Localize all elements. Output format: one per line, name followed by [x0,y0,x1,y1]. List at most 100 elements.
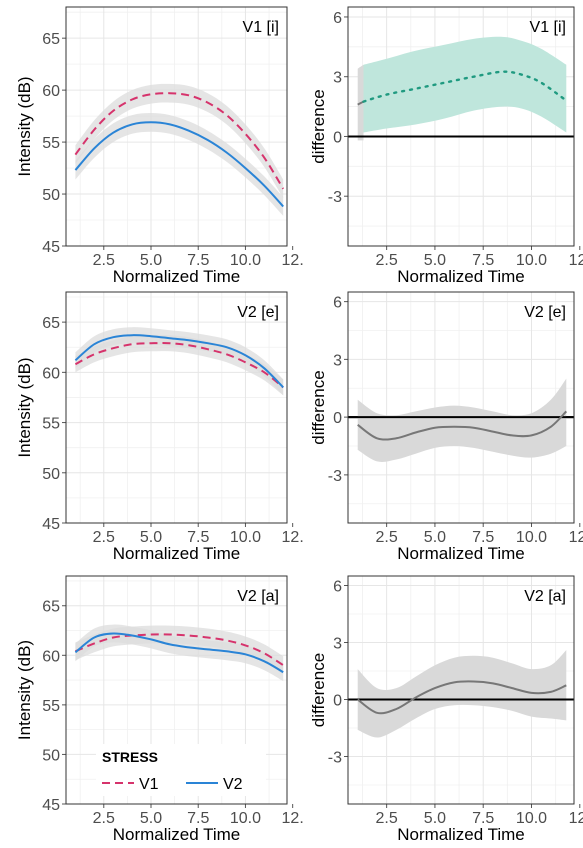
panel-title: V2 [a] [524,588,566,605]
x-tick-label: 10.0 [230,810,261,827]
y-tick-label: 55 [42,416,60,433]
y-tick-label: 0 [333,129,342,146]
x-axis-title: Normalized Time [397,825,525,844]
x-tick-label: 12. [282,252,304,269]
x-axis-title: Normalized Time [397,544,525,563]
x-tick-label: 12. [569,252,583,269]
panel-intensity-row-2: 2.5 5.0 7.5 10.0 12. 45 50 55 60 65 V2 [a] Normaliz… [15,575,304,844]
panel-title: V1 [i] [530,19,566,36]
y-tick-label: 50 [42,187,60,204]
y-tick-label: 55 [42,135,60,152]
x-tick-label: 5.0 [424,810,446,827]
x-tick-label: 5.0 [140,529,162,546]
x-tick-label: 2.5 [93,252,115,269]
x-axis-title: Normalized Time [397,267,525,286]
y-tick-label: 50 [42,466,60,483]
panel-difference-row-2: 2.5 5.0 7.5 10.0 12. -3 0 3 6 V2 [a] Normalized Ti… [309,575,583,844]
x-axis-title: Normalized Time [113,267,241,286]
x-tick-label: 12. [282,529,304,546]
series-line-v2 [74,632,284,674]
x-tick-label: 10.0 [516,252,547,269]
y-tick-label: 6 [333,10,342,27]
legend-background [96,744,266,796]
x-tick-label: 5.0 [140,810,162,827]
x-tick-label: 7.5 [472,252,494,269]
y-tick-label: 45 [42,797,60,814]
x-tick-label: 10.0 [230,529,261,546]
difference-band [357,650,567,738]
difference-line [362,70,568,103]
x-tick-label: 2.5 [93,529,115,546]
x-tick-label: 10.0 [516,529,547,546]
legend: STRESS V1 V2 [96,744,266,796]
y-tick-label: 3 [333,636,342,653]
y-tick-label: -3 [328,189,342,206]
difference-line [357,410,568,441]
legend-label-v2: V2 [223,776,243,793]
panel-intensity-row-0: 2.5 5.0 7.5 10.0 12. 45 50 55 60 65 V1 [i] Normaliz… [15,6,304,286]
y-tick-label: 50 [42,747,60,764]
x-tick-label: 5.0 [140,252,162,269]
series-line-v2 [74,121,284,208]
x-tick-label: 7.5 [187,252,209,269]
x-tick-label: 12. [569,529,583,546]
panel-border [65,6,288,247]
ci-band-v1 [75,83,284,199]
difference-band [363,36,567,133]
y-tick-label: 45 [42,516,60,533]
y-tick-label: 45 [42,239,60,256]
panel-difference-row-0: 2.5 5.0 7.5 10.0 12. -3 0 3 6 V1 [i] Normalized Ti… [309,6,583,286]
y-axis-title: Intensity (dB) [15,640,34,740]
y-axis-title: difference [309,370,328,444]
ci-band-v2 [75,624,284,682]
y-tick-label: 3 [333,352,342,369]
y-tick-label: 0 [333,693,342,710]
series-line-v1 [75,633,284,667]
y-tick-label: 6 [333,579,342,596]
y-tick-label: 65 [42,599,60,616]
y-tick-label: 60 [42,365,60,382]
legend-label-v1: V1 [139,776,159,793]
x-axis-title: Normalized Time [113,825,241,844]
series-line-v1 [74,342,284,389]
series-line-v1 [74,92,285,190]
x-tick-label: 2.5 [93,810,115,827]
panel-border [347,6,575,247]
panel-border [347,575,575,805]
y-tick-label: 60 [42,648,60,665]
x-axis-title: Normalized Time [113,544,241,563]
panel-title: V2 [e] [237,304,279,321]
y-tick-label: -3 [328,468,342,485]
x-tick-label: 10.0 [230,252,261,269]
x-tick-label: 5.0 [424,252,446,269]
y-tick-label: 6 [333,295,342,312]
y-axis-title: difference [309,89,328,163]
y-tick-label: -3 [328,750,342,767]
legend-title: STRESS [102,749,158,765]
y-tick-label: 65 [42,315,60,332]
y-tick-label: 60 [42,83,60,100]
difference-line [357,680,567,715]
x-tick-label: 10.0 [516,810,547,827]
x-tick-label: 12. [569,810,583,827]
y-axis-title: Intensity (dB) [15,76,34,176]
panel-border [65,575,288,805]
panel-border [65,291,288,524]
y-tick-label: 65 [42,31,60,48]
panel-difference-row-1: 2.5 5.0 7.5 10.0 12. -3 0 3 6 V2 [e] Normalized Ti… [309,291,583,563]
x-tick-label: 7.5 [187,810,209,827]
panel-border [347,291,575,524]
x-tick-label: 7.5 [472,810,494,827]
x-tick-label: 5.0 [424,529,446,546]
y-tick-label: 55 [42,698,60,715]
x-tick-label: 7.5 [187,529,209,546]
x-tick-label: 12. [282,810,304,827]
series-line-v2 [74,334,284,389]
ci-band-v2 [75,327,284,396]
panel-title: V2 [e] [524,304,566,321]
panel-intensity-row-1: 2.5 5.0 7.5 10.0 12. 45 50 55 60 65 V2 [e] Normaliz… [15,291,304,563]
panel-title: V1 [i] [243,19,279,36]
x-tick-label: 2.5 [376,529,398,546]
panel-background [66,292,287,523]
